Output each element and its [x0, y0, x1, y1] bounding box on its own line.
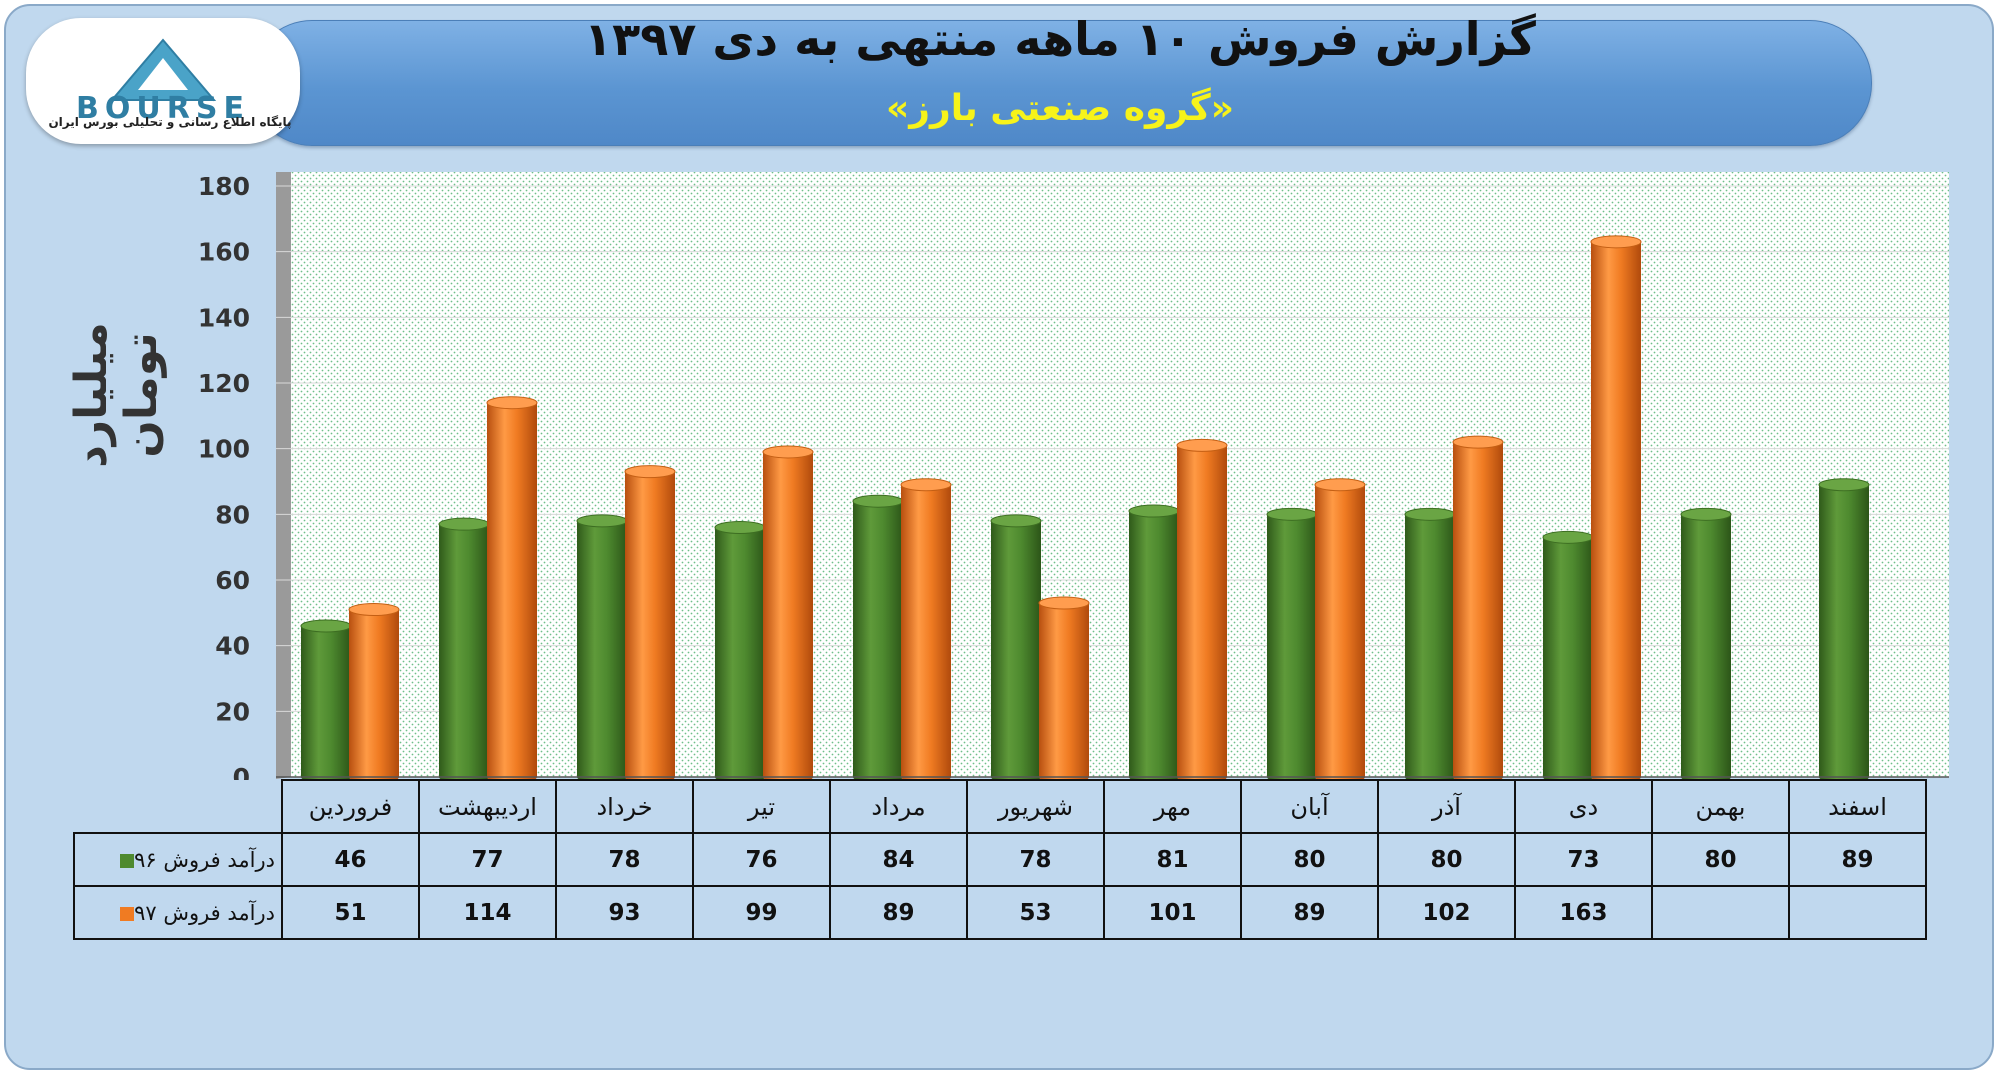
chart-subtitle: «گروه صنعتی بارز»	[886, 88, 1234, 129]
table-value-cell: 84	[829, 832, 968, 887]
bar-series-96	[852, 494, 904, 780]
table-value-cell: 73	[1514, 832, 1653, 887]
bourse-logo-mark: BOURSE	[76, 38, 250, 126]
bar-series-97	[1038, 596, 1090, 780]
legend-swatch-icon	[120, 853, 135, 868]
bar-series-97	[762, 445, 814, 780]
y-tick-label: 80	[215, 500, 250, 529]
table-value-cell: 93	[555, 885, 694, 940]
table-series-label: درآمد فروش ۹۷	[73, 885, 283, 940]
table-value-cell: 80	[1240, 832, 1379, 887]
bourse-logo: BOURSE پایگاه اطلاع رسانی و تحلیلی بورس …	[26, 18, 300, 144]
table-value-cell: 89	[829, 885, 968, 940]
bar-series-96	[1128, 504, 1180, 780]
plot-area	[276, 172, 1949, 777]
bar-series-96	[1680, 507, 1732, 780]
table-value-cell: 81	[1103, 832, 1242, 887]
table-value-cell	[1788, 885, 1927, 940]
table-value-cell: 77	[418, 832, 557, 887]
table-month-label: بهمن	[1651, 779, 1790, 834]
table-month-row: فروردین اردیبهشت خرداد تیر مرداد شهریور مهر آبا…	[74, 779, 1927, 834]
bar-series-97	[1590, 235, 1642, 780]
chart-title: گزارش فروش ۱۰ ماهه منتهی به دی ۱۳۹۷	[584, 12, 1536, 66]
y-tick-label: 140	[198, 303, 250, 332]
table-month-label: شهریور	[966, 779, 1105, 834]
table-value-cell: 89	[1788, 832, 1927, 887]
y-tick-label: 120	[198, 369, 250, 398]
legend-swatch-icon	[120, 906, 135, 921]
bar-series-97	[486, 396, 538, 780]
bars	[300, 235, 1870, 780]
table-value-cell: 89	[1240, 885, 1379, 940]
table-month-label: تیر	[692, 779, 831, 834]
table-value-cell: 163	[1514, 885, 1653, 940]
bar-chart: 0 20 40 60 80 100 120 140 160 180	[198, 172, 1949, 780]
table-row-series-97: درآمد فروش ۹۷ 51 114 93 99 89 53 101 89 102 163	[73, 885, 1927, 940]
series-name: درآمد فروش ۹۷	[134, 900, 275, 925]
bar-series-96	[990, 514, 1042, 780]
table-value-cell: 80	[1651, 832, 1790, 887]
bar-series-97	[1452, 435, 1504, 780]
table-month-label: اردیبهشت	[418, 779, 557, 834]
logo-tagline: پایگاه اطلاع رسانی و تحلیلی بورس ایران	[48, 115, 292, 129]
bar-series-96	[576, 514, 628, 780]
bar-series-97	[1176, 438, 1228, 780]
bar-series-96	[1818, 478, 1870, 780]
table-value-cell: 76	[692, 832, 831, 887]
y-tick-label: 160	[198, 238, 250, 267]
table-month-label: مهر	[1103, 779, 1242, 834]
table-value-cell: 53	[966, 885, 1105, 940]
table-value-cell: 78	[966, 832, 1105, 887]
y-tick-label: 100	[198, 435, 250, 464]
table-value-cell: 114	[418, 885, 557, 940]
bar-series-97	[1314, 478, 1366, 780]
table-month-label: اسفند	[1788, 779, 1927, 834]
table-series-label: درآمد فروش ۹۶	[73, 832, 283, 887]
y-tick-label: 180	[198, 172, 250, 201]
bar-series-97	[624, 465, 676, 780]
bar-series-96	[438, 517, 490, 780]
bar-series-96	[300, 619, 352, 780]
table-value-cell: 99	[692, 885, 831, 940]
bar-series-96	[1404, 507, 1456, 780]
table-value-cell: 80	[1377, 832, 1516, 887]
table-value-cell: 78	[555, 832, 694, 887]
table-corner	[74, 780, 283, 834]
title-banner	[250, 20, 1872, 146]
series-name: درآمد فروش ۹۶	[134, 847, 275, 872]
table-month-label: خرداد	[555, 779, 694, 834]
y-tick-labels: 0 20 40 60 80 100 120 140 160 180	[198, 172, 250, 780]
table-month-label: فروردین	[281, 779, 420, 834]
table-row-series-96: درآمد فروش ۹۶ 46 77 78 76 84 78 81 80 80 73 80 89	[73, 832, 1927, 887]
bar-series-96	[1542, 530, 1594, 780]
table-value-cell: 51	[281, 885, 420, 940]
table-value-cell: 102	[1377, 885, 1516, 940]
logo-brand: BOURSE	[76, 91, 250, 126]
table-month-label: مرداد	[829, 779, 968, 834]
bar-series-96	[1266, 507, 1318, 780]
data-table: فروردین اردیبهشت خرداد تیر مرداد شهریور مهر آبا…	[73, 779, 1927, 940]
table-value-cell	[1651, 885, 1790, 940]
table-value-cell: 46	[281, 832, 420, 887]
table-month-label: آبان	[1240, 779, 1379, 834]
bar-series-97	[348, 603, 400, 780]
y-tick-label: 40	[215, 632, 250, 661]
bar-series-96	[714, 520, 766, 780]
bar-series-97	[900, 478, 952, 780]
table-value-cell: 101	[1103, 885, 1242, 940]
table-month-label: آذر	[1377, 779, 1516, 834]
y-tick-label: 20	[215, 697, 250, 726]
y-tick-label: 0	[233, 763, 250, 780]
plot-side-wall	[276, 172, 291, 779]
y-tick-label: 60	[215, 566, 250, 595]
table-month-label: دی	[1514, 779, 1653, 834]
